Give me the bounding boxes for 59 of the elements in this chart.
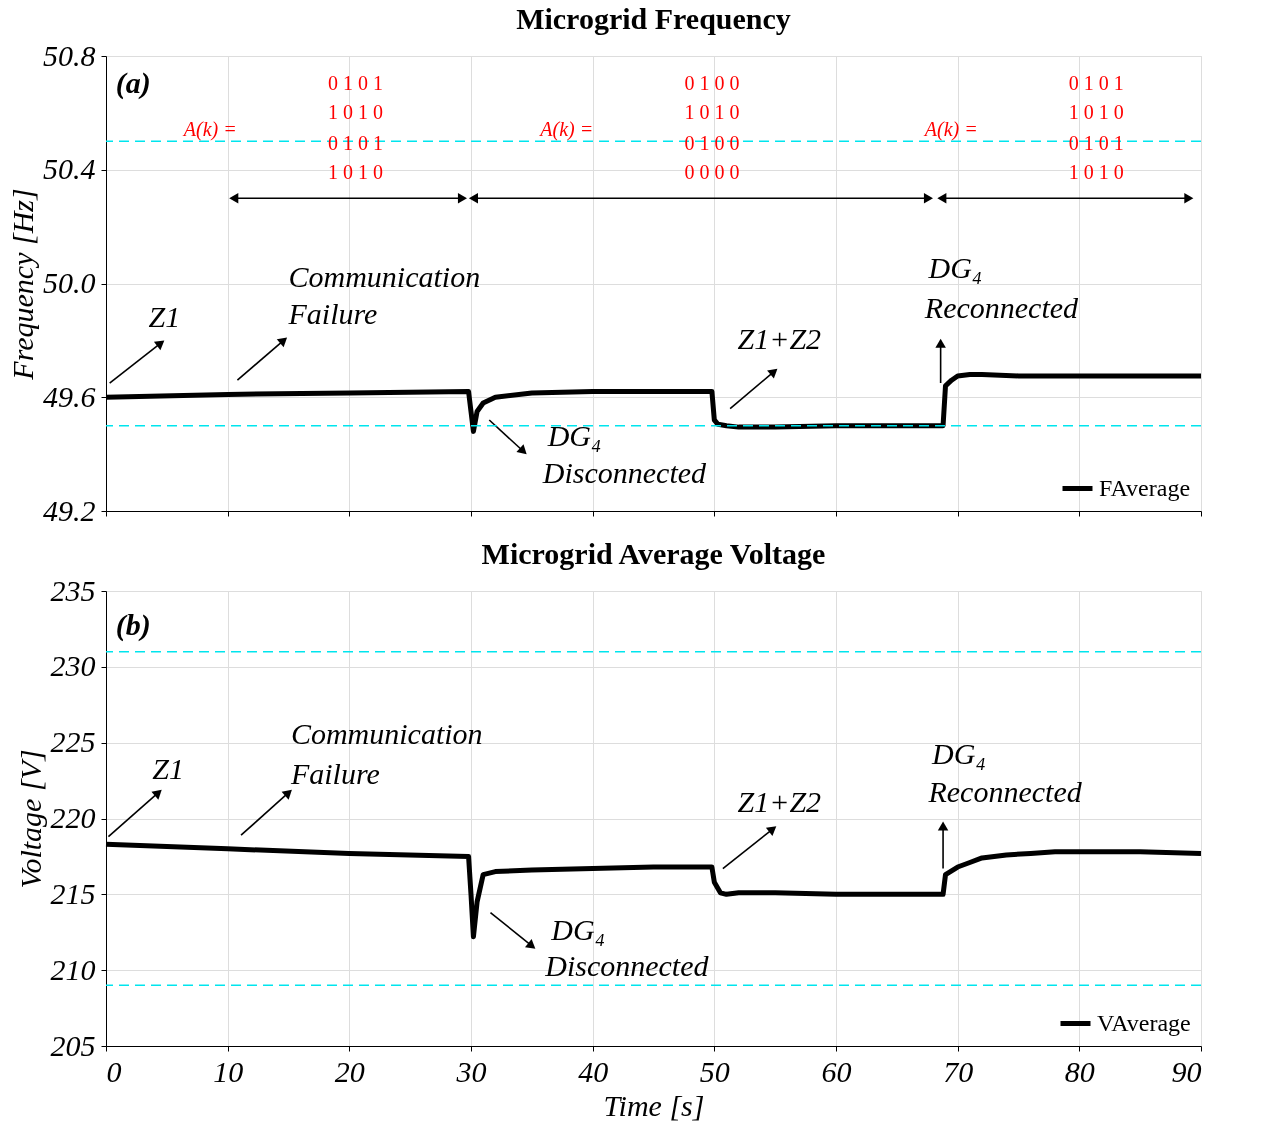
annotation: A(k) = (538, 117, 594, 141)
x-tick-label: 30 (455, 1054, 487, 1088)
annotation: 1 0 1 0 (327, 160, 383, 183)
annotation: DG₄ (931, 736, 986, 770)
annotation: 0 1 0 0 (684, 72, 740, 95)
annotation: Communication (290, 717, 483, 751)
y-tick-label: 50.4 (43, 152, 96, 186)
y-tick-label: 210 (50, 952, 96, 986)
annotation: DG₄ (550, 912, 606, 946)
y-tick-label: 49.6 (43, 379, 96, 413)
annotation: A(k) = (922, 117, 978, 141)
annotation: 1 0 1 0 (1068, 100, 1124, 123)
annotation: Disconnected (541, 456, 708, 490)
x-tick-label: 80 (1064, 1054, 1095, 1088)
annotation: (b) (115, 607, 151, 642)
annotation: Failure (289, 756, 380, 790)
annotation: Z1+Z2 (737, 322, 822, 356)
annotation: 1 0 1 0 (1068, 160, 1124, 183)
y-tick-label: 50.0 (43, 266, 96, 299)
y-tick-label: 215 (50, 876, 96, 910)
y-tick-label: 50.8 (43, 38, 96, 72)
y-tick-label: 49.2 (43, 493, 96, 527)
y-axis-title: Voltage [V] (13, 749, 47, 889)
y-axis-title: Frequency [Hz] (6, 188, 39, 381)
y-tick-label: 235 (50, 573, 96, 607)
annotation: 1 0 1 0 (327, 100, 383, 123)
legend-label: FAverage (1099, 474, 1191, 501)
annotation: A(k) = (181, 117, 237, 141)
annotation: 1 0 1 0 (684, 100, 740, 123)
x-tick-label: 70 (943, 1054, 974, 1088)
x-tick-label: 50 (699, 1054, 730, 1088)
annotation: Reconnected (927, 774, 1083, 808)
annotation: Z1 (148, 299, 181, 333)
annotation: Reconnected (923, 291, 1080, 325)
annotation: DG₄ (546, 419, 602, 453)
chart-title: Microgrid Average Voltage (481, 537, 826, 570)
x-tick-label: 40 (578, 1054, 609, 1088)
annotation: Disconnected (544, 949, 710, 983)
legend-label: VAverage (1097, 1009, 1191, 1036)
annotation: 0 0 0 0 (684, 160, 740, 183)
y-tick-label: 225 (50, 725, 96, 759)
annotation: 0 1 0 1 (1068, 72, 1124, 95)
annotation: (a) (115, 66, 151, 101)
x-tick-label: 20 (334, 1054, 365, 1088)
annotation: Z1+Z2 (737, 785, 822, 819)
annotation: Z1 (152, 751, 184, 785)
y-tick-label: 220 (50, 801, 96, 834)
annotation: DG₄ (927, 251, 983, 285)
x-tick-label: 60 (821, 1054, 852, 1088)
x-tick-label: 0 (106, 1054, 122, 1088)
annotation: Communication (288, 259, 481, 293)
y-tick-label: 230 (50, 649, 96, 683)
y-tick-label: 205 (50, 1028, 96, 1062)
x-tick-label: 10 (213, 1054, 244, 1088)
x-axis-title: Time [s] (603, 1088, 705, 1122)
annotation: Failure (287, 296, 378, 330)
x-tick-label: 90 (1171, 1054, 1202, 1088)
annotation: 0 1 0 1 (327, 72, 383, 95)
chart-title: Microgrid Frequency (516, 2, 791, 35)
